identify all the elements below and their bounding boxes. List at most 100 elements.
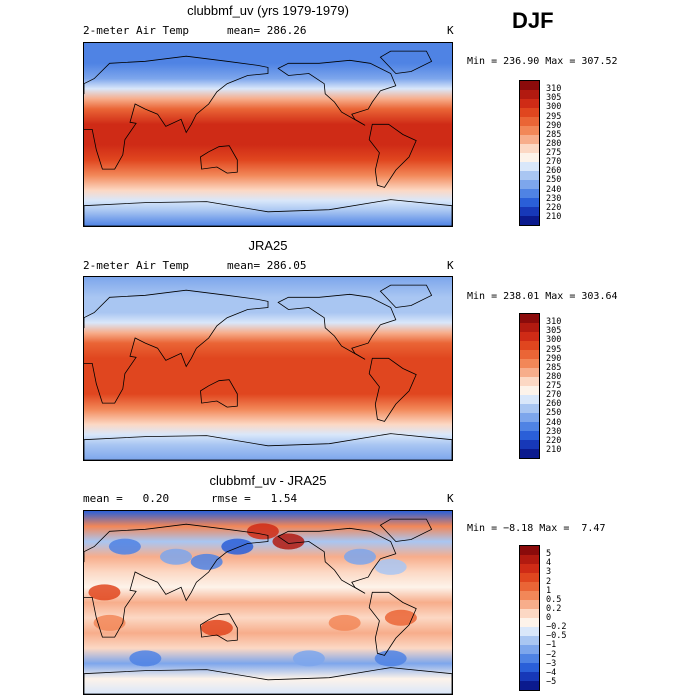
colorbar-tick-label: 310 bbox=[546, 84, 562, 95]
mean-label: mean = 0.20 bbox=[83, 492, 170, 505]
colorbar-tick-label: 290 bbox=[546, 353, 562, 364]
anomaly-blob bbox=[374, 650, 407, 667]
colorbar-tick-label: −5 bbox=[546, 676, 557, 687]
colorbar-swatch bbox=[520, 99, 539, 108]
colorbar-tick-label: 5 bbox=[546, 549, 552, 560]
coastline bbox=[368, 591, 417, 656]
colorbar-tick-label: 275 bbox=[546, 148, 562, 158]
coastline bbox=[368, 123, 417, 188]
colorbar-tick-label: 270 bbox=[546, 157, 562, 168]
anomaly-blob bbox=[272, 533, 305, 550]
anomaly-blob bbox=[88, 584, 121, 601]
colorbar-swatch bbox=[520, 645, 539, 654]
coastline bbox=[84, 667, 452, 694]
colorbar-tick-label: 285 bbox=[546, 129, 562, 140]
colorbar-swatch bbox=[520, 609, 539, 618]
colorbar-tick-label: −4 bbox=[546, 667, 557, 678]
colorbar-tick-label: 280 bbox=[546, 371, 562, 382]
coastline bbox=[84, 199, 452, 226]
mean-label: mean= 286.05 bbox=[227, 259, 307, 272]
anomaly-blob bbox=[374, 558, 407, 575]
colorbar-swatch bbox=[520, 117, 539, 126]
coastline bbox=[277, 59, 397, 126]
anomaly-blob bbox=[108, 538, 141, 555]
colorbar-tick-label: 1 bbox=[546, 585, 552, 596]
colorbar-tick-label: 300 bbox=[546, 335, 562, 346]
colorbar-swatch bbox=[520, 618, 539, 627]
colorbar-swatch bbox=[520, 564, 539, 573]
colorbar-tick-label: −0.5 bbox=[546, 631, 567, 642]
minmax-label: Min = 236.90 Max = 307.52 bbox=[467, 56, 618, 67]
coastline bbox=[277, 527, 397, 594]
panel-reference: JRA25 2-meter Air Temp mean= 286.05 K Mi… bbox=[0, 235, 700, 465]
units-label: K bbox=[447, 259, 454, 272]
colorbar-swatch bbox=[520, 555, 539, 564]
colorbar-tick-label: 0.5 bbox=[546, 594, 562, 605]
colorbar-tick-label: 280 bbox=[546, 138, 562, 149]
colorbar-swatch bbox=[520, 431, 539, 440]
colorbar-swatch bbox=[520, 600, 539, 609]
colorbar-swatch bbox=[520, 591, 539, 600]
colorbar-swatch bbox=[520, 189, 539, 198]
colorbar-swatch bbox=[520, 440, 539, 449]
colorbar-tick-label: 260 bbox=[546, 166, 562, 177]
minmax-label: Min = 238.01 Max = 303.64 bbox=[467, 291, 618, 302]
colorbar-swatch bbox=[520, 636, 539, 645]
coastline bbox=[200, 145, 238, 174]
colorbar-swatch bbox=[520, 90, 539, 99]
map-difference bbox=[83, 510, 453, 695]
colorbar-swatch bbox=[520, 314, 539, 323]
colorbar-tick-label: 210 bbox=[546, 211, 562, 222]
map-reference bbox=[83, 276, 453, 461]
anomaly-blob bbox=[190, 553, 223, 570]
colorbar-swatch bbox=[520, 350, 539, 359]
coastline bbox=[277, 293, 397, 360]
colorbar-swatch bbox=[520, 180, 539, 189]
colorbar-tick-label: 250 bbox=[546, 408, 562, 419]
colorbar-swatch bbox=[520, 332, 539, 341]
panel-title: JRA25 bbox=[248, 238, 288, 253]
coastline bbox=[84, 55, 269, 170]
colorbar-swatch bbox=[520, 162, 539, 171]
coastline bbox=[84, 433, 452, 460]
colorbar bbox=[519, 545, 540, 691]
colorbar-swatch bbox=[520, 207, 539, 216]
colorbar-swatch bbox=[520, 216, 539, 225]
colorbar-tick-label: −1 bbox=[546, 640, 557, 651]
colorbar-tick-label: 0.2 bbox=[546, 603, 562, 614]
colorbar-swatch bbox=[520, 368, 539, 377]
colorbar-tick-label: 260 bbox=[546, 399, 562, 410]
colorbar-swatch bbox=[520, 654, 539, 663]
colorbar-swatch bbox=[520, 546, 539, 555]
colorbar-swatch bbox=[520, 323, 539, 332]
colorbar-swatch bbox=[520, 627, 539, 636]
coastline bbox=[379, 284, 433, 308]
colorbar bbox=[519, 80, 540, 226]
anomaly-blob bbox=[93, 614, 126, 631]
units-label: K bbox=[447, 24, 454, 37]
colorbar-tick-label: 250 bbox=[546, 175, 562, 186]
map-model bbox=[83, 42, 453, 227]
colorbar bbox=[519, 313, 540, 459]
colorbar-swatch bbox=[520, 171, 539, 180]
colorbar-tick-label: 210 bbox=[546, 444, 562, 455]
coastline bbox=[379, 50, 433, 74]
colorbar-tick-label: 285 bbox=[546, 362, 562, 373]
colorbar-tick-label: 290 bbox=[546, 120, 562, 131]
colorbar-tick-label: 305 bbox=[546, 326, 562, 337]
colorbar-tick-label: 230 bbox=[546, 193, 562, 204]
colorbar-tick-label: 275 bbox=[546, 381, 562, 391]
colorbar-tick-label: 220 bbox=[546, 435, 562, 446]
colorbar-swatch bbox=[520, 81, 539, 90]
units-label: K bbox=[447, 492, 454, 505]
colorbar-swatch bbox=[520, 126, 539, 135]
coastline bbox=[379, 518, 433, 542]
colorbar-tick-label: 2 bbox=[546, 576, 552, 587]
variable-label: 2-meter Air Temp bbox=[83, 259, 189, 272]
anomaly-blob bbox=[384, 609, 417, 626]
variable-label: 2-meter Air Temp bbox=[83, 24, 189, 37]
coastline bbox=[200, 379, 238, 408]
colorbar-tick-label: 295 bbox=[546, 344, 562, 355]
colorbar-tick-label: 240 bbox=[546, 184, 562, 195]
colorbar-tick-label: 310 bbox=[546, 317, 562, 328]
